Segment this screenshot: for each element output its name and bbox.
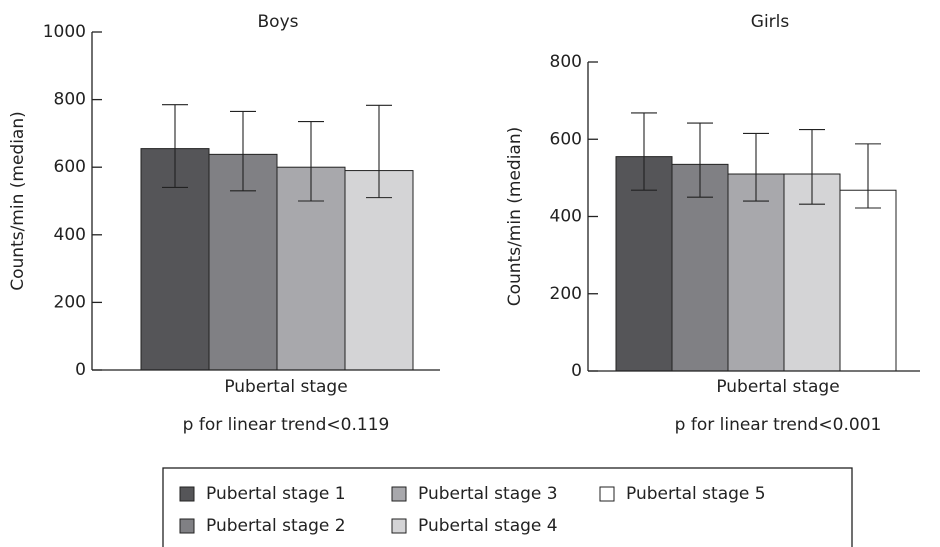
- y-tick-label: 400: [54, 225, 86, 245]
- error-bar: [687, 122, 713, 198]
- y-tick-label: 200: [54, 292, 86, 312]
- chart-title: Girls: [751, 12, 790, 32]
- y-tick-label: 0: [571, 361, 582, 381]
- bar: [615, 156, 673, 372]
- bar: [783, 173, 841, 372]
- y-tick-label: 600: [54, 157, 86, 177]
- legend-swatch: [599, 486, 615, 502]
- error-bar: [298, 121, 324, 202]
- y-tick-label: 800: [54, 90, 86, 110]
- legend-swatch: [179, 518, 195, 534]
- legend-label: Pubertal stage 1: [206, 484, 346, 504]
- y-tick-label: 1000: [43, 22, 86, 42]
- chart-title: Boys: [258, 12, 299, 32]
- y-tick-label: 200: [550, 284, 582, 304]
- bar: [839, 189, 897, 372]
- legend-label: Pubertal stage 4: [418, 516, 558, 536]
- error-bar: [743, 132, 769, 202]
- y-tick-label: 400: [550, 207, 582, 227]
- error-bar: [855, 143, 881, 209]
- legend-label: Pubertal stage 2: [206, 516, 346, 536]
- x-axis-label: Pubertal stage: [716, 377, 839, 397]
- bar: [344, 170, 414, 371]
- x-axis-label: Pubertal stage: [224, 377, 347, 397]
- bar: [727, 173, 785, 372]
- error-bar: [631, 112, 657, 191]
- legend-label: Pubertal stage 3: [418, 484, 558, 504]
- y-tick-label: 800: [550, 52, 582, 72]
- y-tick-label: 0: [75, 360, 86, 380]
- y-axis-label: Counts/min (median): [8, 111, 28, 291]
- error-bar: [230, 110, 256, 192]
- error-bar: [162, 104, 188, 189]
- legend-swatch: [391, 486, 407, 502]
- legend-swatch: [179, 486, 195, 502]
- y-axis-label: Counts/min (median): [505, 127, 525, 307]
- trend-note: p for linear trend<0.001: [675, 415, 882, 435]
- error-bar: [799, 129, 825, 205]
- legend-swatch: [391, 518, 407, 534]
- trend-note: p for linear trend<0.119: [183, 415, 390, 435]
- y-tick-label: 600: [550, 129, 582, 149]
- bar: [671, 163, 729, 372]
- legend-box: [162, 467, 853, 547]
- error-bar: [366, 104, 392, 199]
- legend-label: Pubertal stage 5: [626, 484, 766, 504]
